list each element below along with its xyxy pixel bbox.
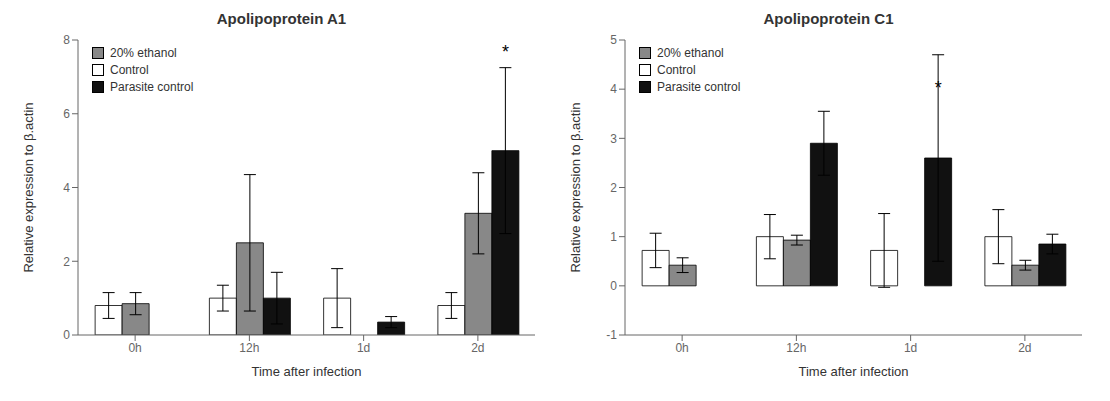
svg-text:*: * xyxy=(502,42,509,62)
svg-text:4: 4 xyxy=(610,82,617,96)
svg-text:-1: -1 xyxy=(606,328,617,342)
svg-text:2d: 2d xyxy=(1018,341,1031,355)
html-text:Apolipoprotein A1: Apolipoprotein A1 xyxy=(216,10,347,27)
svg-text:12h: 12h xyxy=(239,341,259,355)
html-text:Apolipoprotein C1: Apolipoprotein C1 xyxy=(763,10,894,27)
html-text:20% ethanol: 20% ethanol xyxy=(110,46,177,60)
html-text:Control: Control xyxy=(657,63,696,77)
svg-text:0h: 0h xyxy=(128,341,141,355)
svg-text:12h: 12h xyxy=(786,341,806,355)
svg-text:0: 0 xyxy=(63,328,70,342)
svg-text:Time after infection: Time after infection xyxy=(251,364,361,379)
svg-text:3: 3 xyxy=(610,132,617,146)
svg-text:6: 6 xyxy=(63,107,70,121)
svg-text:Relative expression to β.actin: Relative expression to β.actin xyxy=(21,102,36,272)
svg-text:2d: 2d xyxy=(471,341,484,355)
svg-text:0h: 0h xyxy=(675,341,688,355)
svg-text:Time after infection: Time after infection xyxy=(798,364,908,379)
svg-text:Relative expression to β.actin: Relative expression to β.actin xyxy=(568,102,583,272)
html-text:20% ethanol: 20% ethanol xyxy=(657,46,724,60)
svg-text:0: 0 xyxy=(610,279,617,293)
html-text:Parasite control: Parasite control xyxy=(657,80,741,94)
svg-text:4: 4 xyxy=(63,181,70,195)
html-text:Parasite control: Parasite control xyxy=(110,80,194,94)
svg-text:8: 8 xyxy=(63,33,70,47)
svg-text:2: 2 xyxy=(610,181,617,195)
svg-text:1: 1 xyxy=(610,230,617,244)
svg-text:2: 2 xyxy=(63,255,70,269)
svg-text:5: 5 xyxy=(610,33,617,47)
html-text:Control: Control xyxy=(110,63,149,77)
svg-text:1d: 1d xyxy=(904,341,917,355)
svg-text:1d: 1d xyxy=(357,341,370,355)
